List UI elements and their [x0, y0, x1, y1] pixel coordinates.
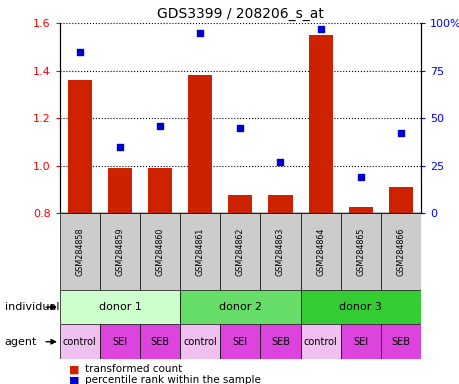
Bar	[148, 168, 172, 213]
Text: SEI: SEI	[232, 337, 247, 347]
Text: GSM284858: GSM284858	[75, 227, 84, 276]
Text: agent: agent	[5, 337, 37, 347]
Bar	[300, 324, 340, 359]
Bar	[268, 195, 292, 213]
Text: donor 3: donor 3	[339, 302, 381, 312]
Point	[76, 48, 84, 55]
Bar	[340, 324, 380, 359]
Bar	[340, 213, 380, 290]
Bar	[348, 207, 372, 213]
Text: donor 2: donor 2	[218, 302, 261, 312]
Bar	[180, 290, 300, 324]
Bar	[60, 290, 180, 324]
Bar	[108, 168, 132, 213]
Bar	[180, 324, 220, 359]
Bar	[140, 213, 180, 290]
Text: GSM284863: GSM284863	[275, 227, 285, 276]
Text: GSM284860: GSM284860	[155, 227, 164, 276]
Text: SEB: SEB	[391, 337, 409, 347]
Text: GSM284861: GSM284861	[195, 227, 204, 276]
Bar	[100, 213, 140, 290]
Point	[316, 26, 324, 32]
Bar	[228, 195, 252, 213]
Bar	[260, 324, 300, 359]
Point	[276, 159, 284, 165]
Bar	[220, 324, 260, 359]
Title: GDS3399 / 208206_s_at: GDS3399 / 208206_s_at	[157, 7, 323, 21]
Bar	[388, 187, 412, 213]
Bar	[60, 324, 100, 359]
Text: SEB: SEB	[270, 337, 289, 347]
Bar	[180, 213, 220, 290]
Text: transformed count: transformed count	[85, 364, 182, 374]
Text: control: control	[63, 337, 96, 347]
Text: GSM284862: GSM284862	[235, 227, 244, 276]
Bar	[67, 80, 92, 213]
Bar	[100, 324, 140, 359]
Point	[396, 130, 403, 136]
Point	[236, 124, 244, 131]
Text: SEI: SEI	[112, 337, 127, 347]
Text: GSM284859: GSM284859	[115, 227, 124, 276]
Bar	[308, 35, 332, 213]
Text: GSM284866: GSM284866	[396, 227, 404, 276]
Text: SEI: SEI	[353, 337, 368, 347]
Bar	[380, 324, 420, 359]
Bar	[300, 213, 340, 290]
Point	[116, 144, 123, 150]
Bar	[380, 213, 420, 290]
Bar	[60, 213, 100, 290]
Bar	[140, 324, 180, 359]
Bar	[188, 75, 212, 213]
Text: ■: ■	[69, 364, 79, 374]
Point	[196, 30, 203, 36]
Text: percentile rank within the sample: percentile rank within the sample	[85, 375, 260, 384]
Text: donor 1: donor 1	[98, 302, 141, 312]
Text: control: control	[303, 337, 337, 347]
Bar	[220, 213, 260, 290]
Text: control: control	[183, 337, 217, 347]
Text: GSM284864: GSM284864	[315, 227, 325, 276]
Point	[156, 122, 163, 129]
Bar	[300, 290, 420, 324]
Text: individual: individual	[5, 302, 59, 312]
Text: GSM284865: GSM284865	[355, 227, 364, 276]
Point	[356, 174, 364, 180]
Text: SEB: SEB	[150, 337, 169, 347]
Text: ■: ■	[69, 375, 79, 384]
Bar	[260, 213, 300, 290]
